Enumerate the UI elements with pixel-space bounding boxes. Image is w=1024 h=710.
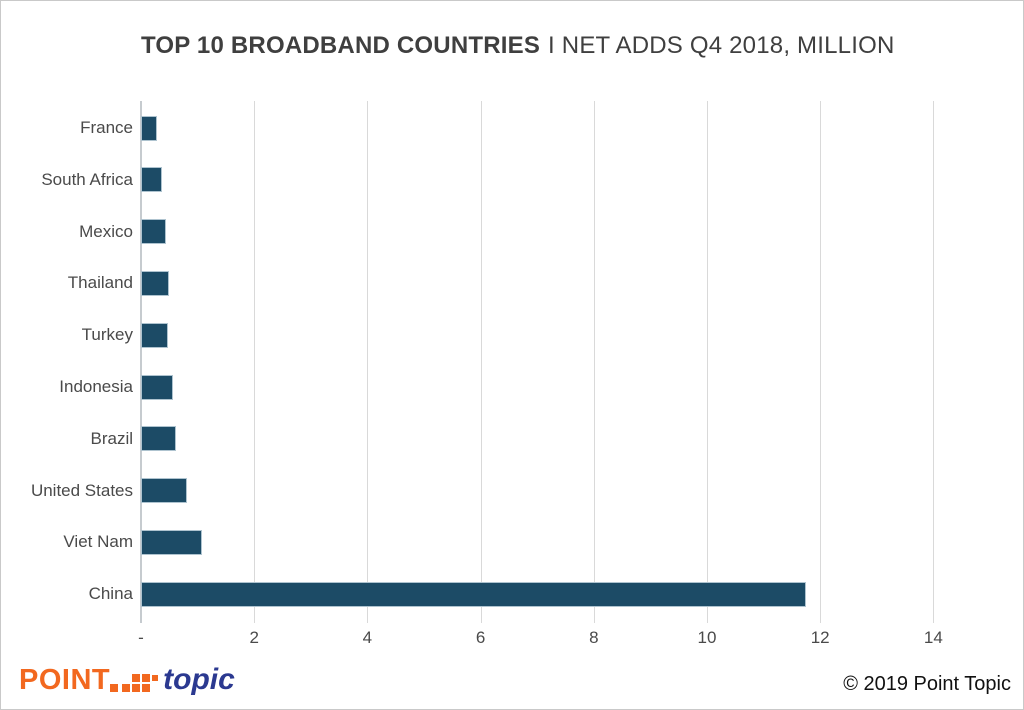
logo-square: [132, 684, 141, 692]
category-label-turkey: Turkey: [81, 325, 133, 345]
x-tick-label-8: 8: [589, 628, 599, 647]
gridline: [820, 101, 822, 623]
category-label-indonesia: Indonesia: [59, 377, 133, 396]
logo-square: [110, 684, 119, 692]
copyright-text: © 2019 Point Topic: [843, 673, 1011, 695]
bar-south-africa: [141, 167, 162, 193]
bar-brazil: [141, 426, 176, 452]
x-tick-label-12: 12: [810, 628, 830, 647]
bar-france: [141, 115, 157, 141]
logo-square: [142, 674, 151, 682]
point-topic-logo: POINT topic: [19, 663, 235, 696]
category-label-south-africa: South Africa: [41, 169, 133, 189]
logo-square: [142, 684, 151, 692]
logo-square: [132, 674, 141, 682]
chart-title-subtitle: I NET ADDS Q4 2018, MILLION: [548, 32, 895, 59]
bar-turkey: [141, 322, 168, 348]
category-label-france: France: [80, 118, 133, 137]
logo-point-text: POINT: [19, 664, 111, 696]
gridline: [367, 101, 369, 623]
x-tick-label-2: 2: [249, 628, 259, 647]
y-axis-line: [140, 101, 142, 623]
category-label-thailand: Thailand: [67, 273, 133, 293]
gridline: [933, 101, 935, 623]
chart-title: TOP 10 BROADBAND COUNTRIES I NET ADDS Q4 …: [141, 32, 894, 60]
category-label-china: China: [88, 584, 133, 604]
x-tick-label--: -: [138, 628, 144, 647]
bar-indonesia: [141, 374, 173, 400]
x-tick-label-10: 10: [697, 628, 717, 647]
category-label-brazil: Brazil: [90, 428, 133, 448]
chart-title-main: TOP 10 BROADBAND COUNTRIES: [141, 32, 541, 59]
gridline: [593, 101, 595, 623]
logo-square: [152, 675, 159, 681]
x-tick-label-4: 4: [362, 628, 373, 647]
category-label-mexico: Mexico: [79, 221, 133, 241]
bar-thailand: [141, 270, 169, 296]
logo-topic-text: topic: [163, 663, 235, 696]
x-tick-label-6: 6: [475, 628, 486, 647]
gridline: [707, 101, 708, 623]
bar-china: [141, 581, 806, 607]
gridline: [480, 101, 482, 623]
gridline: [254, 101, 256, 623]
logo-square: [122, 684, 131, 692]
category-label-viet-nam: Viet Nam: [63, 532, 133, 552]
bar-viet-nam: [141, 529, 202, 555]
x-tick-label-14: 14: [923, 628, 943, 647]
category-label-united-states: United States: [30, 480, 133, 500]
bar-mexico: [141, 219, 166, 245]
bar-united-states: [141, 478, 187, 504]
logo-pixel-squares-icon: [110, 666, 160, 694]
